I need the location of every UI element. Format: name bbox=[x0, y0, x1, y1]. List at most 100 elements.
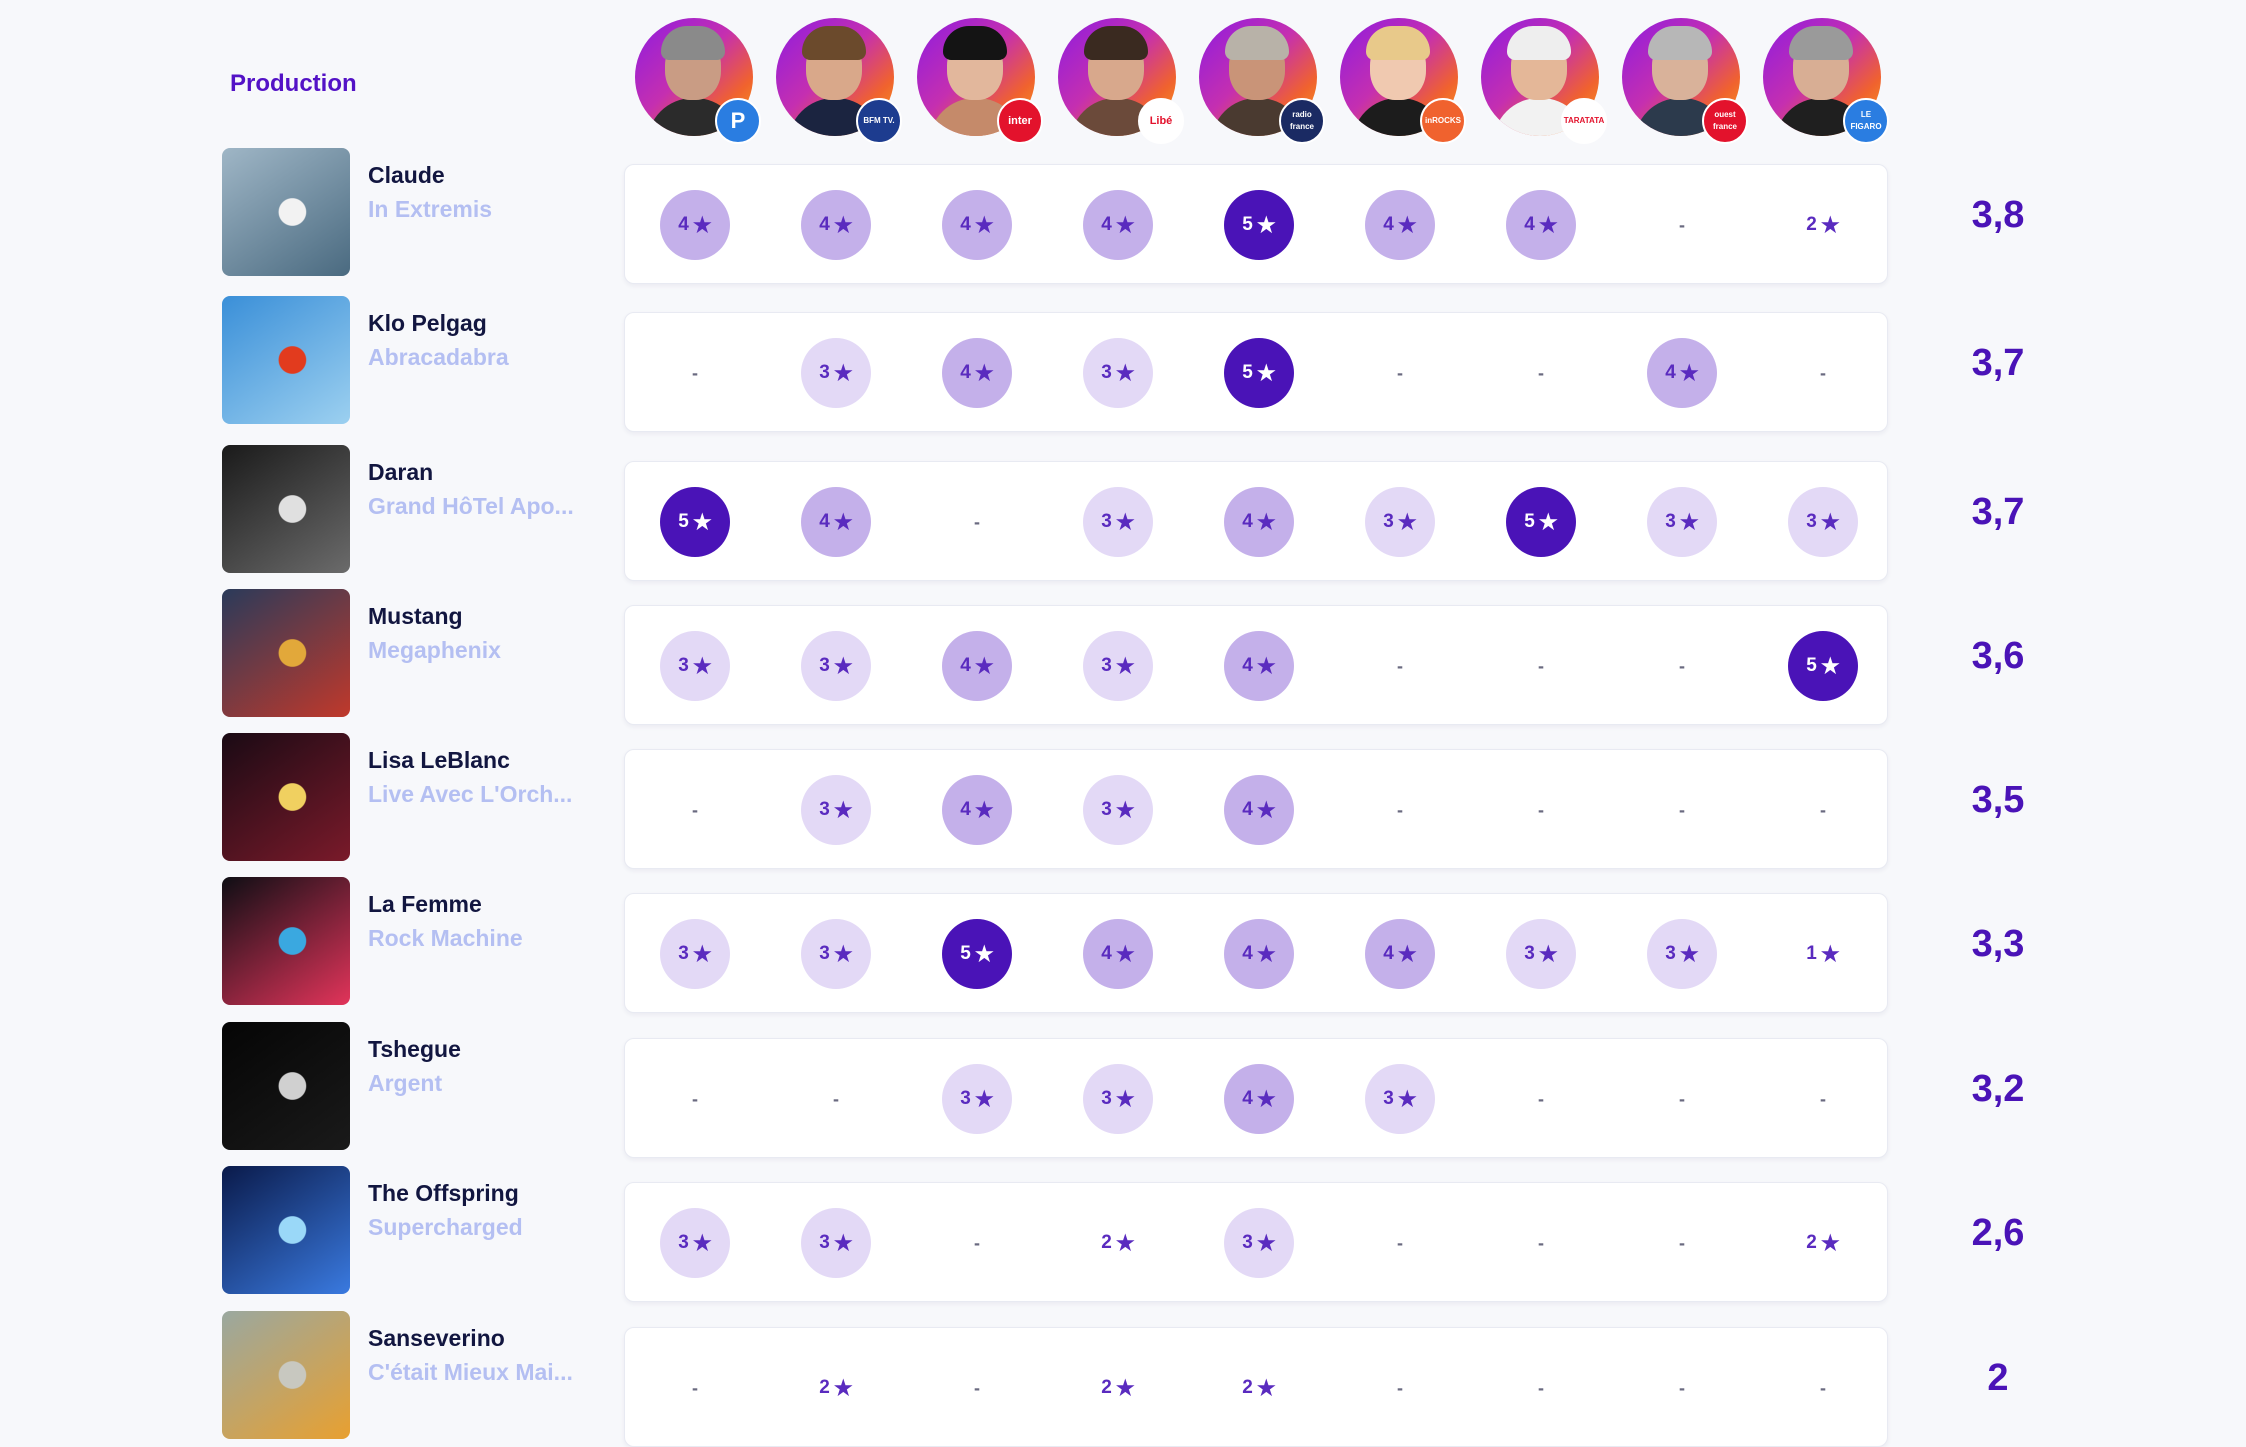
critic-avatar-7[interactable]: TARATATA bbox=[1481, 18, 1607, 144]
artist-name[interactable]: Sanseverino bbox=[368, 1325, 505, 1351]
rating-badge[interactable]: 4 ★ bbox=[801, 190, 871, 260]
rating-badge[interactable]: 3 ★ bbox=[660, 919, 730, 989]
rating-badge[interactable]: 3 ★ bbox=[1083, 487, 1153, 557]
artist-name[interactable]: The Offspring bbox=[368, 1180, 519, 1206]
rating-badge[interactable]: 5 ★ bbox=[1506, 487, 1576, 557]
artist-name[interactable]: Tshegue bbox=[368, 1036, 461, 1062]
rating-badge[interactable]: 4 ★ bbox=[660, 190, 730, 260]
album-row[interactable]: Sanseverino C'était Mieux Mai... -2 ★ -2 ★ 2 ★ -… bbox=[0, 1311, 2246, 1447]
rating-badge[interactable]: 3 ★ bbox=[801, 631, 871, 701]
rating-badge[interactable]: 4 ★ bbox=[1224, 919, 1294, 989]
rating-badge[interactable]: 3 ★ bbox=[1224, 1208, 1294, 1278]
rating-badge[interactable]: 3 ★ bbox=[1788, 487, 1858, 557]
album-cover[interactable] bbox=[222, 1022, 350, 1150]
rating-badge[interactable]: 4 ★ bbox=[942, 190, 1012, 260]
rating-badge[interactable]: 3 ★ bbox=[801, 338, 871, 408]
rating-badge[interactable]: 3 ★ bbox=[1647, 919, 1717, 989]
artist-name[interactable]: Claude bbox=[368, 162, 445, 188]
rating-badge[interactable]: 1 ★ bbox=[1788, 919, 1858, 989]
album-row[interactable]: The Offspring Supercharged 3 ★ 3 ★ -2 ★ 3 ★ - - -2 ★ 2… bbox=[0, 1166, 2246, 1302]
album-cover[interactable] bbox=[222, 296, 350, 424]
album-cover[interactable] bbox=[222, 148, 350, 276]
rating-badge[interactable]: 4 ★ bbox=[1647, 338, 1717, 408]
rating-badge[interactable]: 2 ★ bbox=[801, 1353, 871, 1423]
rating-badge[interactable]: 3 ★ bbox=[1506, 919, 1576, 989]
rating-badge[interactable]: 4 ★ bbox=[1224, 775, 1294, 845]
critic-avatar-5[interactable]: radio france bbox=[1199, 18, 1325, 144]
rating-badge[interactable]: 3 ★ bbox=[660, 1208, 730, 1278]
rating-badge[interactable]: 3 ★ bbox=[1365, 487, 1435, 557]
critic-avatar-4[interactable]: Libé bbox=[1058, 18, 1184, 144]
album-title[interactable]: Megaphenix bbox=[368, 637, 501, 663]
critic-avatar-1[interactable]: P bbox=[635, 18, 761, 144]
rating-badge[interactable]: 4 ★ bbox=[1224, 631, 1294, 701]
rating-badge[interactable]: 5 ★ bbox=[660, 487, 730, 557]
rating-badge[interactable]: 4 ★ bbox=[1365, 190, 1435, 260]
artist-name[interactable]: La Femme bbox=[368, 891, 482, 917]
critic-avatar-8[interactable]: ouest france bbox=[1622, 18, 1748, 144]
rating-badge[interactable]: 3 ★ bbox=[942, 1064, 1012, 1134]
rating-empty: - bbox=[1538, 1088, 1544, 1109]
rating-badge[interactable]: 5 ★ bbox=[1224, 338, 1294, 408]
album-cover[interactable] bbox=[222, 1166, 350, 1294]
rating-badge[interactable]: 3 ★ bbox=[660, 631, 730, 701]
rating-badge[interactable]: 5 ★ bbox=[1788, 631, 1858, 701]
album-title[interactable]: C'était Mieux Mai... bbox=[368, 1359, 573, 1385]
rating-badge[interactable]: 4 ★ bbox=[1365, 919, 1435, 989]
critic-avatar-9[interactable]: LE FIGARO bbox=[1763, 18, 1889, 144]
album-title[interactable]: Argent bbox=[368, 1070, 443, 1096]
artist-name[interactable]: Daran bbox=[368, 459, 434, 485]
album-cover[interactable] bbox=[222, 877, 350, 1005]
critic-avatar-2[interactable]: BFM TV. bbox=[776, 18, 902, 144]
album-cover[interactable] bbox=[222, 733, 350, 861]
album-row[interactable]: Daran Grand HôTel Apo... 5 ★ 4 ★ -3 ★ 4 ★ 3 ★ 5 ★ 3 ★ 3 ★… bbox=[0, 445, 2246, 581]
critic-avatar-3[interactable]: inter bbox=[917, 18, 1043, 144]
rating-badge[interactable]: 4 ★ bbox=[1083, 190, 1153, 260]
album-title[interactable]: In Extremis bbox=[368, 196, 492, 222]
critic-avatar-6[interactable]: inROCKS bbox=[1340, 18, 1466, 144]
rating-badge[interactable]: 4 ★ bbox=[942, 775, 1012, 845]
artist-name[interactable]: Mustang bbox=[368, 603, 463, 629]
rating-badge[interactable]: 4 ★ bbox=[1224, 1064, 1294, 1134]
rating-badge[interactable]: 2 ★ bbox=[1224, 1353, 1294, 1423]
rating-badge[interactable]: 4 ★ bbox=[1083, 919, 1153, 989]
album-title[interactable]: Live Avec L'Orch... bbox=[368, 781, 573, 807]
rating-badge[interactable]: 2 ★ bbox=[1083, 1353, 1153, 1423]
album-title[interactable]: Abracadabra bbox=[368, 344, 509, 370]
album-cover[interactable] bbox=[222, 589, 350, 717]
album-cover[interactable] bbox=[222, 1311, 350, 1439]
album-row[interactable]: Mustang Megaphenix 3 ★ 3 ★ 4 ★ 3 ★ 4 ★ - - -5 ★ 3,6 bbox=[0, 589, 2246, 725]
artist-name[interactable]: Klo Pelgag bbox=[368, 310, 487, 336]
rating-badge[interactable]: 3 ★ bbox=[1083, 631, 1153, 701]
album-title[interactable]: Supercharged bbox=[368, 1214, 523, 1240]
rating-badge[interactable]: 3 ★ bbox=[1083, 338, 1153, 408]
rating-badge[interactable]: 4 ★ bbox=[942, 338, 1012, 408]
album-row[interactable]: Lisa LeBlanc Live Avec L'Orch... -3 ★ 4 ★ 3 ★ 4 ★… bbox=[0, 733, 2246, 869]
album-cover[interactable] bbox=[222, 445, 350, 573]
album-title[interactable]: Rock Machine bbox=[368, 925, 523, 951]
rating-badge[interactable]: 3 ★ bbox=[801, 775, 871, 845]
rating-badge[interactable]: 3 ★ bbox=[801, 1208, 871, 1278]
album-row[interactable]: Claude In Extremis 4 ★ 4 ★ 4 ★ 4 ★ 5 ★ 4 ★ 4 ★ -2 ★ 3,8 bbox=[0, 148, 2246, 284]
album-row[interactable]: Klo Pelgag Abracadabra -3 ★ 4 ★ 3 ★ 5 ★ - -4 ★ -3,7 bbox=[0, 296, 2246, 432]
star-icon: ★ bbox=[833, 942, 853, 966]
rating-badge[interactable]: 2 ★ bbox=[1083, 1208, 1153, 1278]
rating-badge[interactable]: 4 ★ bbox=[942, 631, 1012, 701]
artist-name[interactable]: Lisa LeBlanc bbox=[368, 747, 510, 773]
rating-badge[interactable]: 2 ★ bbox=[1788, 190, 1858, 260]
average-score: 2 bbox=[1987, 1357, 2009, 1399]
rating-badge[interactable]: 3 ★ bbox=[801, 919, 871, 989]
rating-badge[interactable]: 3 ★ bbox=[1647, 487, 1717, 557]
rating-badge[interactable]: 5 ★ bbox=[1224, 190, 1294, 260]
album-row[interactable]: La Femme Rock Machine 3 ★ 3 ★ 5 ★ 4 ★ 4 ★ 4 ★ 3 ★ 3 ★ 1 ★ 3,… bbox=[0, 877, 2246, 1013]
album-title[interactable]: Grand HôTel Apo... bbox=[368, 493, 574, 519]
rating-badge[interactable]: 4 ★ bbox=[801, 487, 871, 557]
album-row[interactable]: Tshegue Argent - -3 ★ 3 ★ 4 ★ 3 ★ - - -3,2 bbox=[0, 1022, 2246, 1158]
rating-badge[interactable]: 4 ★ bbox=[1506, 190, 1576, 260]
rating-badge[interactable]: 3 ★ bbox=[1365, 1064, 1435, 1134]
rating-badge[interactable]: 3 ★ bbox=[1083, 1064, 1153, 1134]
rating-badge[interactable]: 5 ★ bbox=[942, 919, 1012, 989]
rating-badge[interactable]: 3 ★ bbox=[1083, 775, 1153, 845]
rating-badge[interactable]: 2 ★ bbox=[1788, 1208, 1858, 1278]
rating-badge[interactable]: 4 ★ bbox=[1224, 487, 1294, 557]
